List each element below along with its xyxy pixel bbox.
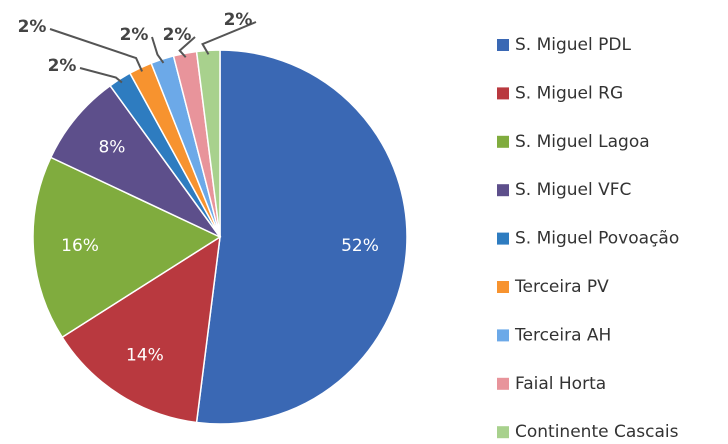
leader-line [151,36,165,64]
leader-line [178,36,196,58]
legend-swatch [497,87,509,100]
data-label: 2% [48,56,77,76]
pie-slice [195,49,221,238]
legend-swatch [497,184,509,197]
data-label: 2% [18,17,47,37]
legend-label: Terceira AH [514,325,611,345]
data-label: 52% [341,236,379,256]
legend-label: S. Miguel PDL [515,35,631,55]
legend-swatch [497,39,509,51]
data-label: 2% [163,25,192,45]
legend-swatch [497,232,509,245]
leader-line [201,21,257,55]
pie-slice [195,49,408,425]
data-label: 2% [120,25,149,45]
data-label: 16% [61,236,99,256]
pie-slice [32,156,222,339]
legend-label: S. Miguel Lagoa [515,132,650,152]
pie-slice [49,84,221,238]
legend-label: Faial Horta [515,374,606,394]
legend-label: S. Miguel VFC [515,180,631,200]
legend-label: Continente Cascais [515,422,679,442]
leader-line [79,67,123,84]
legend-swatch [497,377,509,390]
data-label: 2% [224,10,253,30]
legend-swatch [497,329,509,342]
leader-line [49,28,143,72]
legend-swatch [497,135,509,148]
legend-label: Terceira PV [514,277,609,297]
pie-slice [61,235,221,424]
legend-label: S. Miguel RG [515,83,623,103]
legend-label: S. Miguel Povoação [515,229,679,249]
data-label: 8% [98,138,125,158]
legend-swatch [497,426,509,439]
legend-swatch [497,281,509,293]
data-label: 14% [126,345,164,365]
